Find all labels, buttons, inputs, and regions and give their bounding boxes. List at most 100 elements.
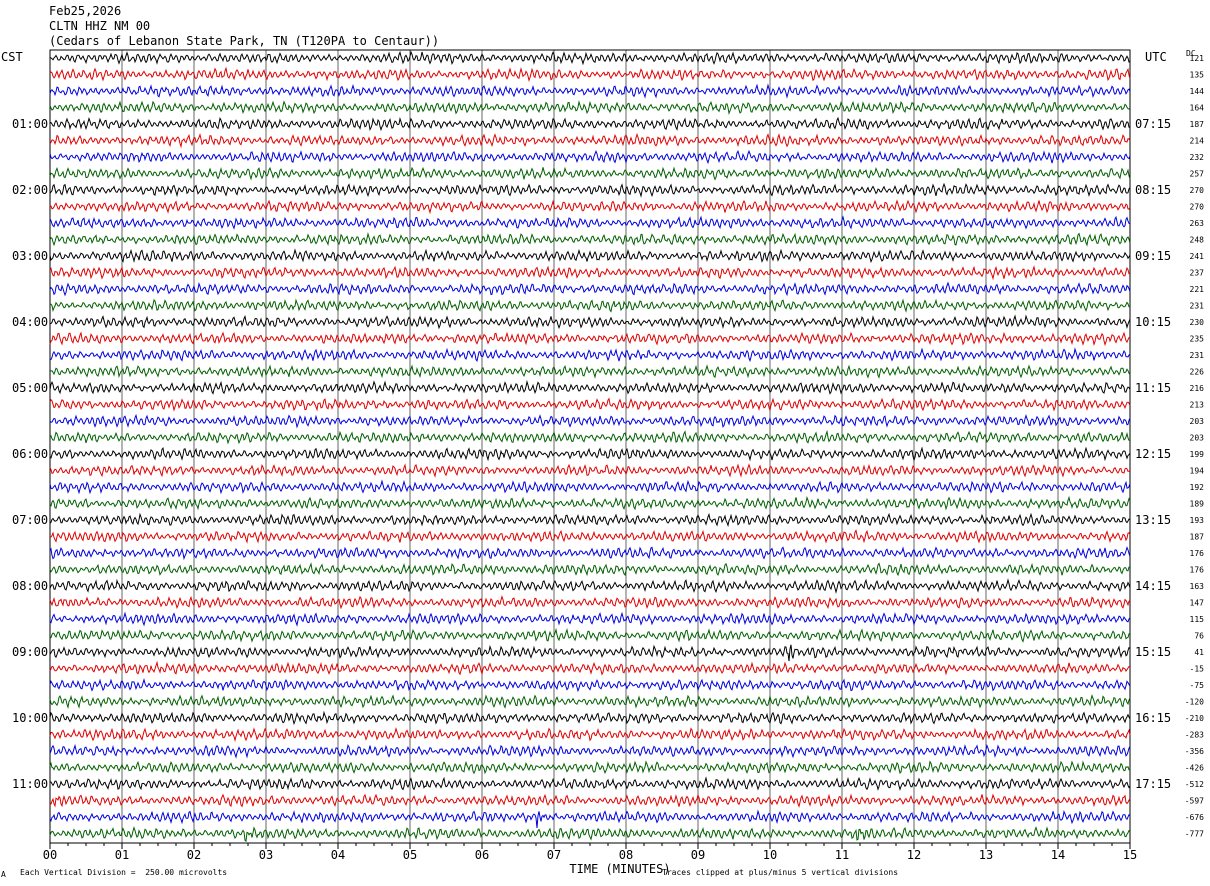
dc-offset-label: 237 <box>1190 269 1205 278</box>
right-timezone-label: UTC <box>1145 50 1167 64</box>
x-tick-label: 03 <box>259 848 273 862</box>
trace-row <box>49 710 1131 726</box>
dc-offset-label: 189 <box>1190 500 1205 509</box>
trace-row <box>49 743 1131 759</box>
trace-row <box>49 611 1131 627</box>
right-hour-label: 17:15 <box>1135 777 1171 791</box>
dc-offset-label: -356 <box>1185 747 1204 756</box>
trace-row <box>49 529 1131 544</box>
x-tick-label: 13 <box>979 848 993 862</box>
x-tick-label: 02 <box>187 848 201 862</box>
trace-row <box>49 298 1130 313</box>
left-hour-label: 07:00 <box>12 513 48 527</box>
x-tick-label: 09 <box>691 848 705 862</box>
left-hour-label: 10:00 <box>12 711 48 725</box>
dc-offset-label: 193 <box>1190 516 1205 525</box>
dc-offset-label: 147 <box>1190 599 1205 608</box>
clip-note: Traces clipped at plus/minus 5 vertical … <box>662 868 899 877</box>
dc-offset-label: 232 <box>1190 153 1205 162</box>
dc-offset-label: 203 <box>1190 434 1205 443</box>
trace-row <box>49 446 1131 462</box>
trace-row <box>49 364 1131 379</box>
trace-row <box>49 215 1131 230</box>
right-hour-label: 09:15 <box>1135 249 1171 263</box>
dc-offset-label: -75 <box>1190 681 1205 690</box>
dc-offset-label: -283 <box>1185 731 1204 740</box>
left-hour-label: 02:00 <box>12 183 48 197</box>
trace-row <box>49 265 1130 281</box>
dc-offset-label: 135 <box>1190 71 1205 80</box>
trace-row <box>49 379 1131 395</box>
right-hour-label: 16:15 <box>1135 711 1171 725</box>
trace-row <box>49 232 1131 247</box>
trace-row <box>50 314 1131 330</box>
right-hour-label: 14:15 <box>1135 579 1171 593</box>
station-label: CLTN HHZ NM 00 <box>49 19 151 33</box>
dc-offset-label: 230 <box>1190 318 1205 327</box>
dc-offset-label: 270 <box>1190 186 1205 195</box>
x-tick-label: 10 <box>763 848 777 862</box>
left-hour-label: 11:00 <box>12 777 48 791</box>
trace-row <box>49 627 1131 643</box>
right-hour-label: 11:15 <box>1135 381 1171 395</box>
dc-offset-label: 192 <box>1190 483 1205 492</box>
dc-offset-label: 235 <box>1190 335 1205 344</box>
trace-row <box>49 347 1131 363</box>
dc-offset-label: 164 <box>1190 104 1205 113</box>
trace-row <box>49 727 1131 743</box>
trace-row <box>49 413 1131 429</box>
trace-row <box>49 678 1131 693</box>
dc-offset-label: 121 <box>1190 54 1205 63</box>
scale-note: Each Vertical Division = 250.00 microvol… <box>20 868 228 877</box>
trace-row <box>49 578 1131 594</box>
dc-offset-label: -676 <box>1185 813 1204 822</box>
trace-row <box>49 793 1131 808</box>
trace-row <box>49 562 1131 577</box>
x-tick-label: 01 <box>115 848 129 862</box>
dc-offset-label: -777 <box>1185 830 1204 839</box>
dc-label: DC <box>1186 49 1196 58</box>
dc-offset-label: 216 <box>1190 384 1205 393</box>
trace-row <box>49 479 1131 495</box>
left-timezone-label: CST <box>1 50 23 64</box>
dc-offset-label: 187 <box>1190 533 1205 542</box>
left-hour-label: 06:00 <box>12 447 48 461</box>
left-hour-label: 04:00 <box>12 315 48 329</box>
trace-row <box>49 66 1131 83</box>
x-tick-label: 00 <box>43 848 57 862</box>
x-tick-label: 06 <box>475 848 489 862</box>
dc-offset-label: 199 <box>1190 450 1205 459</box>
trace-row <box>49 760 1131 775</box>
dc-offset-label: 270 <box>1190 203 1205 212</box>
left-hour-label: 03:00 <box>12 249 48 263</box>
trace-row <box>49 166 1131 181</box>
dc-offset-label: -597 <box>1185 797 1204 806</box>
dc-offset-label: 241 <box>1190 252 1205 261</box>
trace-row <box>49 248 1131 264</box>
x-tick-label: 14 <box>1051 848 1065 862</box>
trace-row <box>49 776 1131 791</box>
dc-offset-label: 226 <box>1190 368 1205 377</box>
dc-offset-label: -210 <box>1185 714 1204 723</box>
dc-offset-label: 194 <box>1190 467 1205 476</box>
dc-offset-label: 248 <box>1190 236 1205 245</box>
trace-row <box>49 660 1131 676</box>
plot-frame <box>49 49 1131 844</box>
date-label: Feb25,2026 <box>49 4 122 18</box>
dc-offset-label: -15 <box>1190 665 1205 674</box>
trace-row <box>49 546 1131 561</box>
trace-row <box>49 100 1131 115</box>
right-hour-label: 08:15 <box>1135 183 1171 197</box>
trace-row <box>49 132 1131 149</box>
dc-offset-label: -120 <box>1185 698 1204 707</box>
trace-row <box>49 463 1131 478</box>
right-hour-label: 07:15 <box>1135 117 1171 131</box>
dc-offset-label: 263 <box>1190 219 1205 228</box>
dc-offset-label: 176 <box>1190 566 1205 575</box>
dc-offset-label: 214 <box>1190 137 1205 146</box>
right-hour-label: 10:15 <box>1135 315 1171 329</box>
x-tick-label: 11 <box>835 848 849 862</box>
trace-row <box>49 809 1131 828</box>
x-tick-label: 08 <box>619 848 633 862</box>
